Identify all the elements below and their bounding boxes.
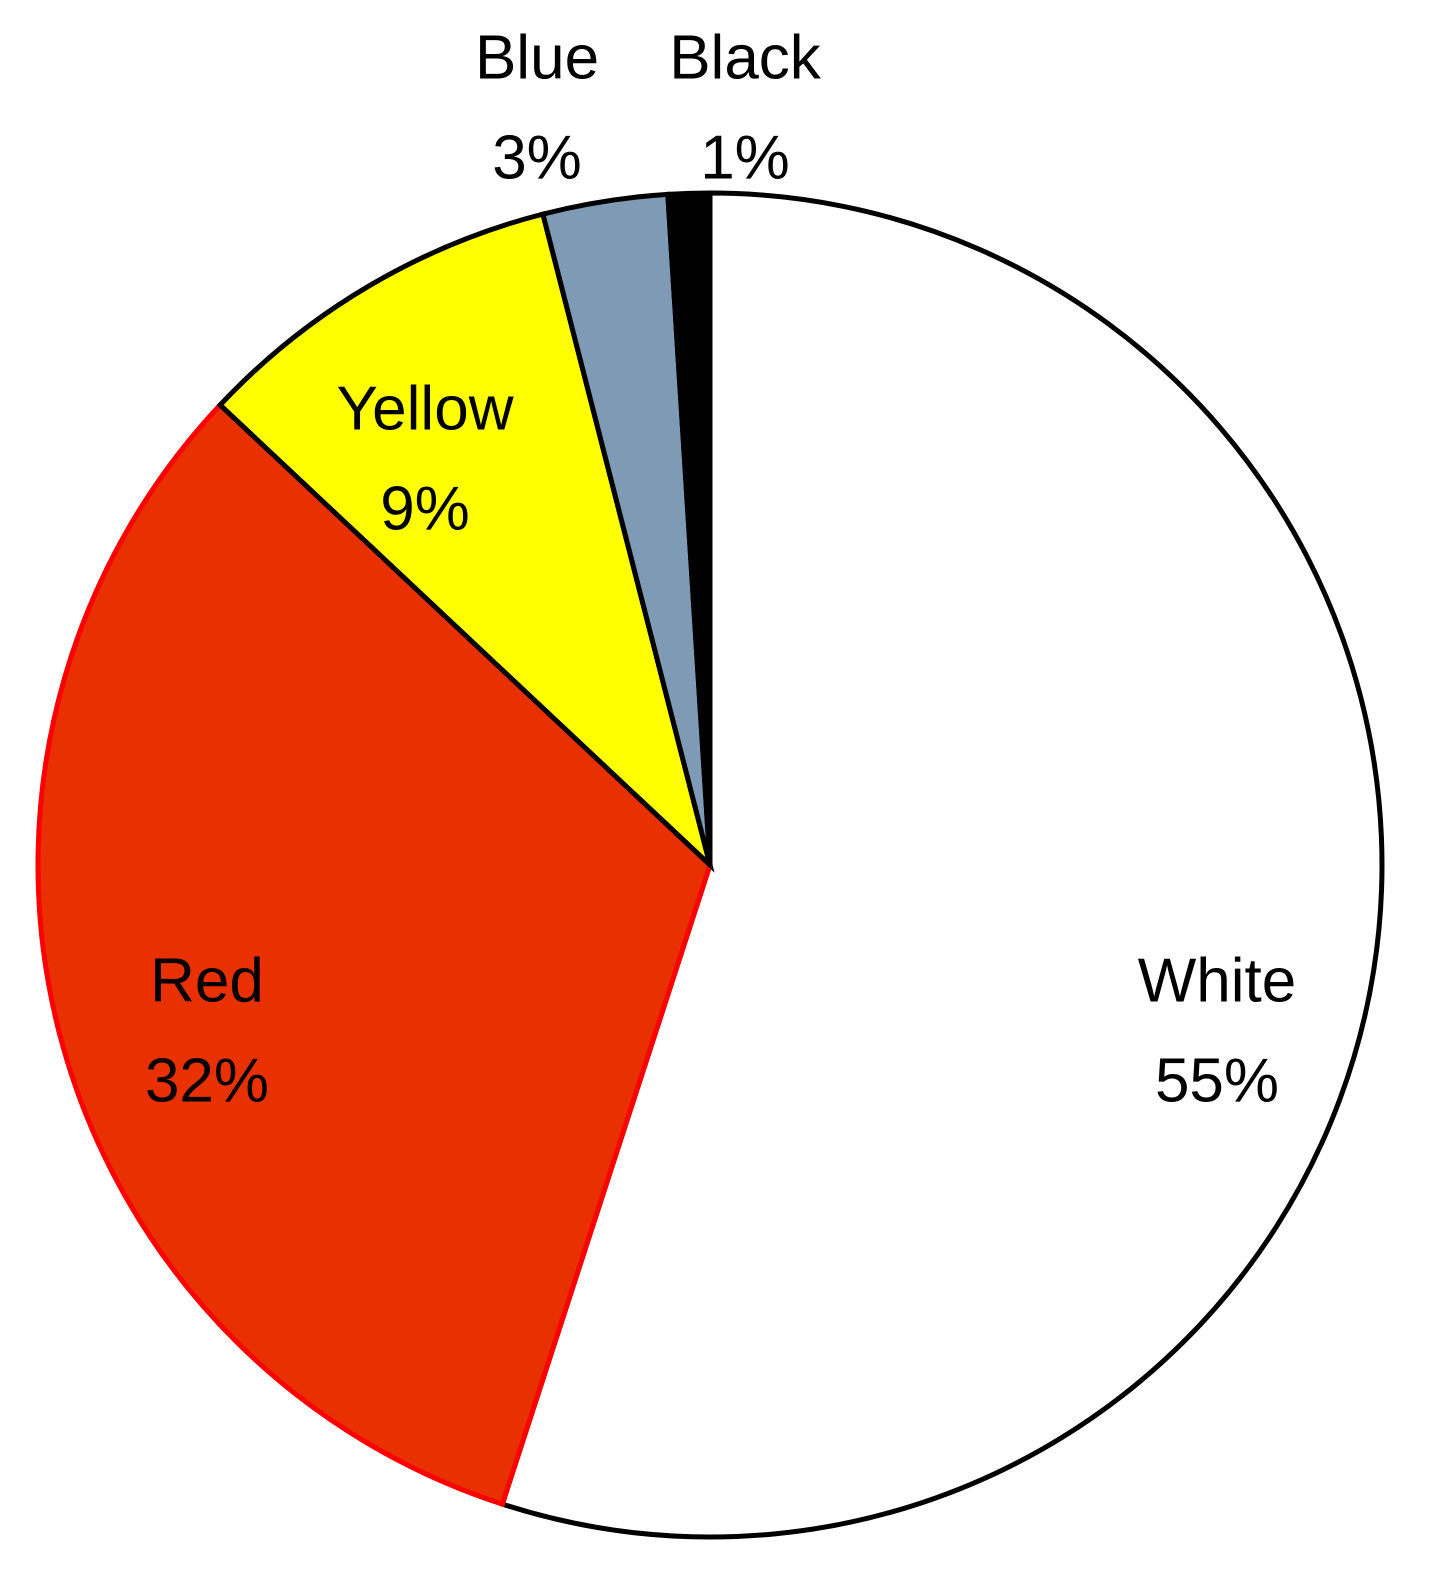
slice-label: Red — [150, 946, 264, 1015]
pie-slice — [499, 190, 1385, 1540]
slice-label: Blue — [475, 23, 599, 92]
slice-label: Yellow — [337, 374, 514, 443]
slice-label: White — [1138, 946, 1296, 1015]
slice-label: Black — [669, 23, 822, 92]
pie-slice — [35, 401, 713, 1508]
slice-value-label: 1% — [700, 123, 790, 192]
slice-value-label: 32% — [145, 1046, 269, 1115]
slice-value-label: 9% — [380, 474, 470, 543]
pie-slice — [216, 211, 715, 873]
slice-value-label: 55% — [1155, 1046, 1279, 1115]
slice-value-label: 3% — [492, 123, 582, 192]
pie-slice — [665, 190, 713, 866]
